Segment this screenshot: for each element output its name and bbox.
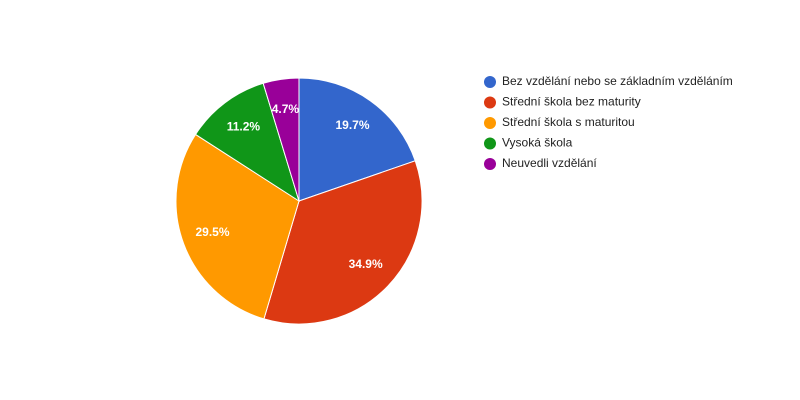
slice-label: 4.7%: [272, 102, 300, 116]
legend-marker: [484, 96, 496, 109]
pie-slice: [298, 77, 416, 202]
legend-marker: [484, 158, 496, 170]
legend-marker: [484, 137, 496, 150]
legend-label: Střední škola bez maturity: [502, 95, 641, 109]
legend-label: Vysoká škola: [502, 136, 573, 150]
slice-label: 11.2%: [227, 120, 261, 134]
legend-label: Neuvedli vzdělání: [502, 156, 597, 170]
pie-slice: [262, 77, 300, 202]
slice-label: 19.7%: [336, 118, 370, 132]
pie-slice: [194, 82, 300, 203]
slice-label: 29.5%: [195, 225, 229, 239]
legend-marker: [484, 117, 496, 129]
legend-label: Bez vzdělání nebo se základním vzděláním: [502, 74, 733, 88]
legend-label: Střední škola s maturitou: [502, 115, 635, 129]
pie-slice: [175, 133, 300, 320]
pie-slice: [263, 160, 423, 325]
slice-label: 34.9%: [349, 257, 383, 271]
legend-marker: [484, 76, 496, 88]
